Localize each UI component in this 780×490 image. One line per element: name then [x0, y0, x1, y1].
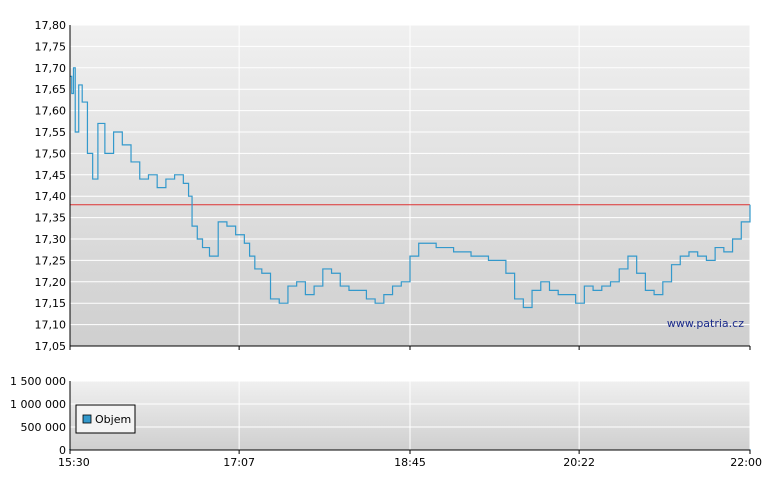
- x-tick-label: 22:00: [730, 456, 762, 469]
- price-y-tick-label: 17,70: [35, 62, 67, 75]
- price-y-tick-label: 17,65: [35, 83, 67, 96]
- volume-x-axis: 15:30 17:07 18:45 20:22 22:00: [58, 450, 762, 469]
- price-y-tick-label: 17,05: [35, 340, 67, 353]
- price-y-tick-label: 17,45: [35, 169, 67, 182]
- x-tick-label: 18:45: [394, 456, 426, 469]
- price-y-tick-label: 17,30: [35, 233, 67, 246]
- price-y-tick-label: 17,60: [35, 105, 67, 118]
- volume-y-tick-label: 1 000 000: [10, 398, 66, 411]
- price-panel: 17,80 17,75 17,70 17,65 17,60 17,55 17,50 17,45…: [35, 19, 751, 353]
- volume-y-tick-label: 500 000: [21, 421, 67, 434]
- price-x-ticks: [69, 346, 751, 350]
- price-y-axis: 17,80 17,75 17,70 17,65 17,60 17,55 17,50 17,45…: [35, 19, 67, 353]
- volume-panel: 1 500 000 1 000 000 500 000 0 15:30 17:07 18:…: [10, 375, 762, 469]
- price-y-tick-label: 17,50: [35, 147, 67, 160]
- legend-label: Objem: [95, 413, 131, 426]
- price-y-tick-label: 17,10: [35, 319, 67, 332]
- x-tick-label: 15:30: [58, 456, 90, 469]
- x-tick-label: 17:07: [223, 456, 255, 469]
- watermark: www.patria.cz: [667, 317, 744, 330]
- volume-y-axis: 1 500 000 1 000 000 500 000 0: [10, 375, 66, 457]
- price-series-line: [70, 67, 751, 309]
- volume-y-tick-label: 1 500 000: [10, 375, 66, 388]
- volume-legend: Objem: [75, 404, 136, 434]
- price-y-tick-label: 17,20: [35, 276, 67, 289]
- price-y-tick-label: 17,15: [35, 297, 67, 310]
- price-y-tick-label: 17,55: [35, 126, 67, 139]
- price-y-tick-label: 17,35: [35, 212, 67, 225]
- legend-swatch: [82, 414, 92, 424]
- x-tick-label: 20:22: [563, 456, 595, 469]
- price-y-tick-label: 17,75: [35, 40, 67, 53]
- volume-y-tick-label: 0: [59, 444, 66, 457]
- price-y-tick-label: 17,40: [35, 190, 67, 203]
- price-y-tick-label: 17,80: [35, 19, 67, 32]
- price-y-tick-label: 17,25: [35, 254, 67, 267]
